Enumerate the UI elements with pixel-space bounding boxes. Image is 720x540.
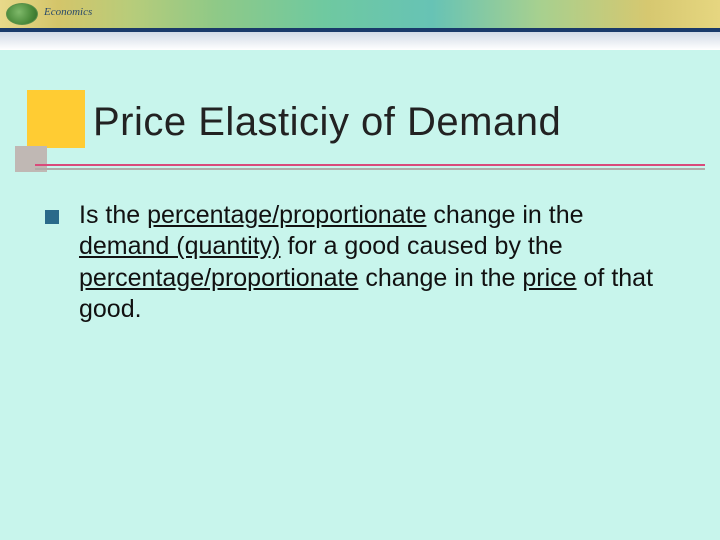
banner-fade (0, 32, 720, 50)
banner-label: Economics (44, 6, 92, 18)
text-underline: demand (quantity) (79, 232, 281, 260)
title-underline-primary (35, 164, 705, 166)
bullet-item: Is the percentage/proportionate change i… (45, 200, 665, 325)
top-banner: Economics (0, 0, 720, 50)
title-block: Price Elasticiy of Demand (15, 68, 705, 186)
text-seg: for a good caused by the (281, 232, 563, 260)
slide-title: Price Elasticiy of Demand (93, 100, 561, 145)
bullet-text: Is the percentage/proportionate change i… (79, 200, 665, 325)
text-seg: change in the (358, 264, 522, 292)
accent-square-yellow (27, 90, 85, 148)
slide-body: Price Elasticiy of Demand Is the percent… (15, 68, 705, 525)
globe-icon (6, 3, 38, 25)
text-underline: percentage/proportionate (79, 264, 358, 292)
text-seg: Is the (79, 201, 147, 229)
banner-strip (0, 0, 720, 28)
content-area: Is the percentage/proportionate change i… (45, 200, 665, 325)
slide: Economics Price Elasticiy of Demand Is t… (0, 0, 720, 540)
title-underline-secondary (35, 168, 705, 170)
text-seg: change in the (426, 201, 583, 229)
text-underline: percentage/proportionate (147, 201, 426, 229)
text-underline: price (522, 264, 576, 292)
square-bullet-icon (45, 210, 59, 224)
